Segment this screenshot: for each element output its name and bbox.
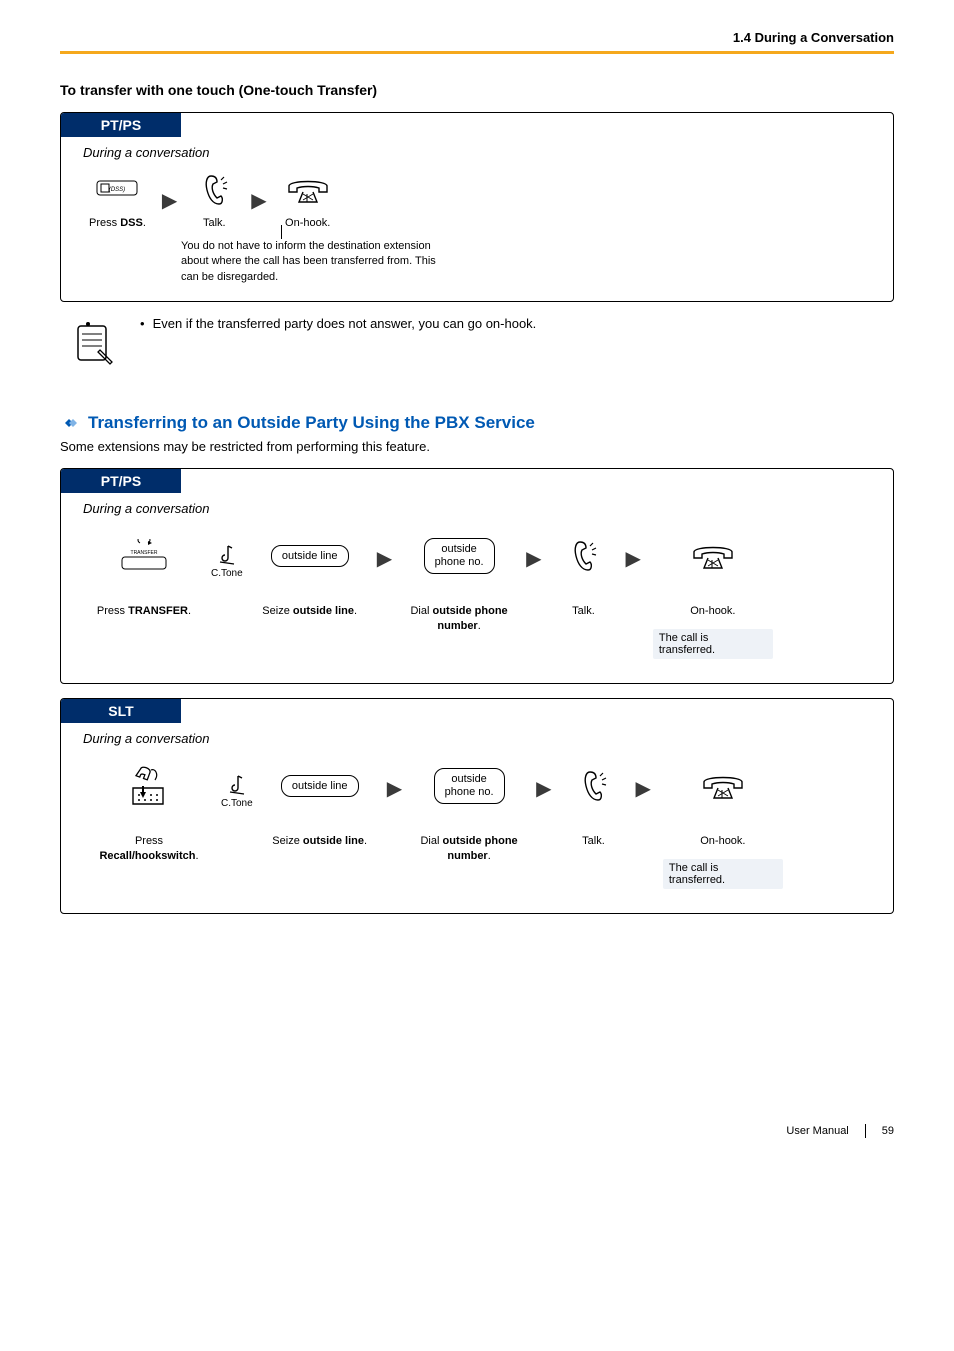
clipboard-icon [72, 316, 116, 371]
onhook-icon [688, 536, 738, 576]
slt-step1-label: Press Recall/hookswitch. [89, 834, 209, 864]
slt-panel-label: SLT [61, 699, 181, 723]
onetouch-flow: (DSS) Press DSS. ▶ Talk. ▶ [61, 170, 893, 231]
ptps-context: During a conversation [61, 493, 893, 526]
note-row: •Even if the transferred party does not … [72, 316, 894, 371]
slt-step5-label: On-hook. [700, 834, 745, 849]
arrow-icon: ▶ [162, 188, 177, 213]
onetouch-step-talk: Talk. [193, 170, 235, 231]
talk-icon [562, 536, 604, 576]
footer-label: User Manual [786, 1125, 848, 1137]
section2-lead: Some extensions may be restricted from p… [60, 439, 894, 454]
footer: User Manual 59 [60, 1124, 894, 1138]
ptps-flow: TRANSFER Press TRANSFER. C.Tone outside … [61, 526, 893, 659]
hookswitch-icon [125, 766, 173, 806]
ptps-step1-label: Press TRANSFER. [97, 604, 191, 619]
ptps-step-transfer: TRANSFER Press TRANSFER. [89, 536, 199, 619]
ptps-panel: PT/PS During a conversation TRANSFER Pre… [60, 468, 894, 684]
ptps-step3-label: Dial outside phone number. [404, 604, 514, 634]
arrow-icon: ▶ [625, 546, 640, 571]
talk-icon [572, 766, 614, 806]
svg-text:(DSS): (DSS) [109, 187, 125, 193]
ptps-step2-label: Seize outside line. [262, 604, 357, 619]
slt-step2-label: Seize outside line. [272, 834, 367, 849]
slt-step-seize: outside line Seize outside line. [265, 766, 375, 849]
ptps-step-talk: Talk. [553, 536, 613, 619]
arrow-icon: ▶ [635, 776, 650, 801]
onhook-icon [283, 170, 333, 210]
ptps-step-onhook: On-hook. The call is transferred. [653, 536, 773, 659]
arrow-icon: ▶ [251, 188, 266, 213]
ptps-step-seize: outside line Seize outside line. [255, 536, 365, 619]
dss-key-icon: (DSS) [93, 170, 141, 210]
transfer-note: The call is transferred. [663, 859, 783, 889]
outside-phone-pill: outsidephone no. [424, 538, 495, 574]
footer-page: 59 [882, 1125, 894, 1137]
transfer-note: The call is transferred. [653, 629, 773, 659]
outside-line-pill: outside line [271, 545, 349, 567]
outside-line-pill: outside line [281, 775, 359, 797]
onetouch-panel-label: PT/PS [61, 113, 181, 137]
onetouch-panel: PT/PS During a conversation (DSS) Press … [60, 112, 894, 302]
onetouch-step-onhook: On-hook. [283, 170, 333, 231]
slt-step4-label: Talk. [582, 834, 605, 849]
slt-step-onhook: On-hook. The call is transferred. [663, 766, 783, 889]
diamond-bullet-icon [60, 415, 80, 431]
onhook-icon [698, 766, 748, 806]
arrow-icon: ▶ [526, 546, 541, 571]
section2-title-row: Transferring to an Outside Party Using t… [60, 413, 894, 433]
ptps-step5-label: On-hook. [690, 604, 735, 619]
slt-context: During a conversation [61, 723, 893, 756]
outside-phone-pill: outsidephone no. [434, 768, 505, 804]
onetouch-step-dss: (DSS) Press DSS. [89, 170, 146, 231]
onetouch-step2-label: Talk. [203, 216, 226, 231]
slt-step3-label: Dial outside phone number. [414, 834, 524, 864]
onetouch-heading: To transfer with one touch (One-touch Tr… [60, 82, 894, 98]
arrow-icon: ▶ [377, 546, 392, 571]
arrow-icon: ▶ [536, 776, 551, 801]
slt-panel: SLT During a conversation Press Recall/h… [60, 698, 894, 914]
onetouch-step3-label: On-hook. [285, 216, 330, 231]
ctone-icon: C.Tone [211, 542, 243, 579]
ptps-panel-label: PT/PS [61, 469, 181, 493]
onetouch-context: During a conversation [61, 137, 893, 170]
slt-step-talk: Talk. [563, 766, 623, 849]
header-section: 1.4 During a Conversation [60, 30, 894, 54]
note-text: •Even if the transferred party does not … [140, 316, 536, 331]
ctone-icon: C.Tone [221, 772, 253, 809]
onetouch-callout: You do not have to inform the destinatio… [181, 239, 893, 285]
arrow-icon: ▶ [387, 776, 402, 801]
svg-text:TRANSFER: TRANSFER [131, 550, 158, 556]
onetouch-step1-label: Press DSS. [89, 216, 146, 231]
talk-icon [193, 170, 235, 210]
section2-title: Transferring to an Outside Party Using t… [88, 413, 535, 433]
slt-step-recall: Press Recall/hookswitch. [89, 766, 209, 864]
slt-flow: Press Recall/hookswitch. C.Tone outside … [61, 756, 893, 889]
slt-step-dial: outsidephone no. Dial outside phone numb… [414, 766, 524, 864]
ptps-step-dial: outsidephone no. Dial outside phone numb… [404, 536, 514, 634]
ptps-step4-label: Talk. [572, 604, 595, 619]
transfer-key-icon: TRANSFER [116, 536, 172, 576]
